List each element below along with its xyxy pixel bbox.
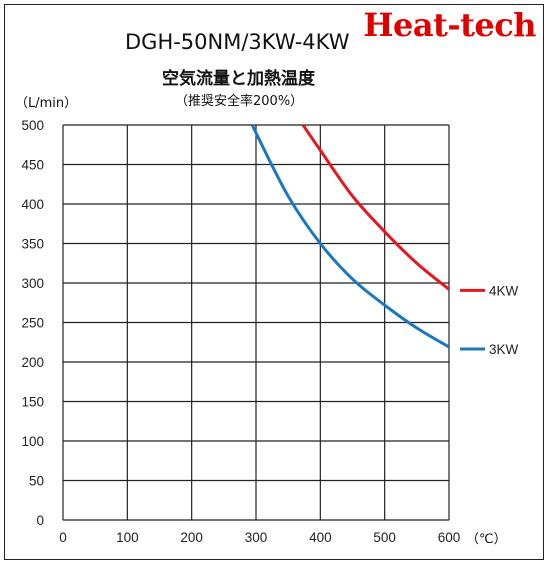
chart-subtitle: 空気流量と加熱温度 <box>162 69 315 89</box>
legend-label-3kw: 3KW <box>489 342 519 357</box>
x-tick-label: 300 <box>245 530 268 545</box>
x-tick-label: 0 <box>59 530 67 545</box>
x-tick-label: 600 <box>438 530 461 545</box>
x-axis-label: （℃） <box>466 532 507 547</box>
series-line-4kw <box>301 125 449 291</box>
y-tick-label: 50 <box>29 474 44 489</box>
y-tick-label: 0 <box>36 513 44 528</box>
y-tick-label: 300 <box>21 276 44 291</box>
x-tick-label: 500 <box>373 530 396 545</box>
chart-note: （推奨安全率200%） <box>175 94 304 109</box>
y-tick-label: 500 <box>21 118 44 133</box>
x-tick-label: 100 <box>116 530 139 545</box>
legend-label-4kw: 4KW <box>489 283 519 298</box>
y-tick-label: 450 <box>21 158 44 173</box>
x-tick-label: 200 <box>180 530 203 545</box>
x-tick-label: 400 <box>309 530 332 545</box>
brand-logo: Heat-tech <box>363 6 536 44</box>
chart-frame <box>4 4 544 560</box>
y-tick-label: 100 <box>21 434 44 449</box>
series-line-3kw <box>250 125 449 349</box>
y-tick-label: 150 <box>21 395 44 410</box>
y-tick-label: 350 <box>21 237 44 252</box>
chart-title: DGH-50NM/3KW-4KW <box>125 30 350 54</box>
y-axis-label: （L/min） <box>15 96 78 111</box>
y-tick-label: 400 <box>21 197 44 212</box>
y-tick-label: 250 <box>21 316 44 331</box>
y-tick-label: 200 <box>21 355 44 370</box>
